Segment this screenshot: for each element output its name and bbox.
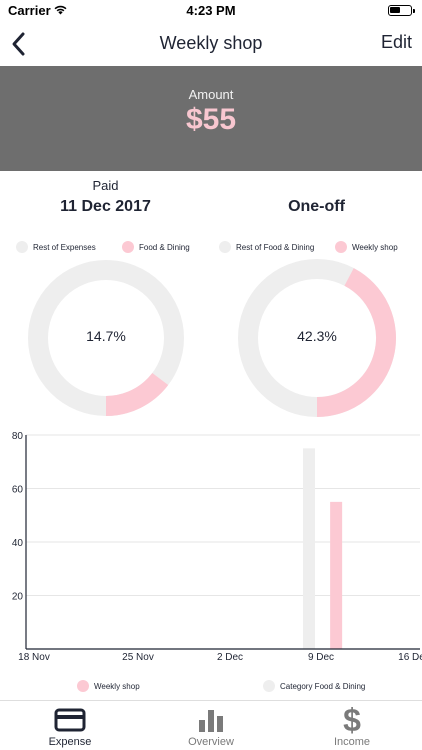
bar	[303, 448, 315, 649]
legend-label: Weekly shop	[352, 242, 398, 252]
bar	[330, 501, 343, 649]
chart-legend-category: Category Food & Dining	[263, 680, 365, 692]
x-tick-label: 9 Dec	[308, 652, 334, 663]
x-tick-label: 2 Dec	[217, 652, 243, 663]
edit-button[interactable]: Edit	[380, 32, 412, 52]
legend-label: Food & Dining	[139, 242, 190, 252]
donut1-legend-category: Food & Dining	[122, 241, 190, 253]
y-tick-label: 80	[12, 431, 24, 442]
status-bar: Carrier 4:23 PM	[0, 0, 422, 24]
navigation-bar: Weekly shop Edit	[0, 24, 422, 66]
category-share-donut	[238, 259, 396, 417]
bar-chart-icon	[199, 710, 223, 732]
svg-text:$: $	[343, 703, 361, 735]
tab-bar-divider	[0, 700, 422, 701]
legend-swatch	[219, 241, 231, 253]
chart-legend-weekly-shop: Weekly shop	[77, 680, 140, 692]
amount-label: Amount	[188, 87, 234, 102]
credit-card-icon	[54, 708, 86, 732]
page-title: Weekly shop	[159, 33, 263, 53]
donut-share-arc	[316, 268, 396, 417]
tab-label: Income	[333, 736, 371, 748]
frequency-value: One-off	[288, 198, 345, 215]
legend-label: Category Food & Dining	[280, 681, 366, 691]
clock: 4:23 PM	[186, 3, 236, 18]
legend-swatch	[122, 241, 134, 253]
tab-overview[interactable]: Overview	[141, 701, 281, 750]
donut2-percent: 42.3%	[297, 328, 337, 344]
donut2-legend-rest: Rest of Food & Dining	[219, 241, 314, 253]
x-tick-label: 16 Dec	[398, 652, 422, 663]
paid-date-block: Paid 11 Dec 2017	[0, 178, 211, 216]
tab-expense[interactable]: Expense	[0, 701, 140, 750]
paid-date: 11 Dec 2017	[60, 198, 151, 215]
battery-icon	[388, 5, 415, 16]
legend-label: Rest of Expenses	[33, 242, 96, 252]
tab-label: Overview	[188, 736, 234, 748]
donut-share-arc	[105, 372, 169, 416]
y-tick-label: 60	[12, 485, 24, 496]
back-chevron-icon[interactable]	[8, 30, 30, 58]
expense-share-donut	[28, 260, 184, 416]
legend-swatch	[263, 680, 275, 692]
dollar-icon: $	[343, 703, 361, 735]
tab-income[interactable]: $ Income	[282, 701, 422, 750]
paid-label: Paid	[92, 178, 119, 193]
donut1-percent: 14.7%	[86, 328, 126, 344]
donut1-legend-rest: Rest of Expenses	[16, 241, 96, 253]
legend-swatch	[16, 241, 28, 253]
x-tick-label: 18 Nov	[18, 652, 50, 663]
legend-swatch	[77, 680, 89, 692]
legend-label: Rest of Food & Dining	[236, 242, 315, 252]
spending-bar-chart: 20 40 60 80 18 Nov 25 Nov 2 Dec 9 Dec 16 Dec	[12, 431, 422, 663]
y-tick-label: 40	[12, 538, 24, 549]
frequency-block: One-off	[211, 178, 422, 216]
frequency-sub	[211, 178, 422, 195]
carrier-label: Carrier	[8, 3, 51, 18]
donut2-legend-item: Weekly shop	[335, 241, 398, 253]
tab-bar: Expense Overview $ Income	[0, 701, 422, 750]
tab-label: Expense	[48, 736, 92, 748]
amount-banner: Amount $55	[0, 66, 422, 171]
amount-value: $55	[185, 103, 237, 136]
y-tick-label: 20	[12, 592, 24, 603]
legend-swatch	[335, 241, 347, 253]
wifi-icon	[54, 5, 67, 15]
x-tick-label: 25 Nov	[122, 652, 154, 663]
legend-label: Weekly shop	[94, 681, 140, 691]
